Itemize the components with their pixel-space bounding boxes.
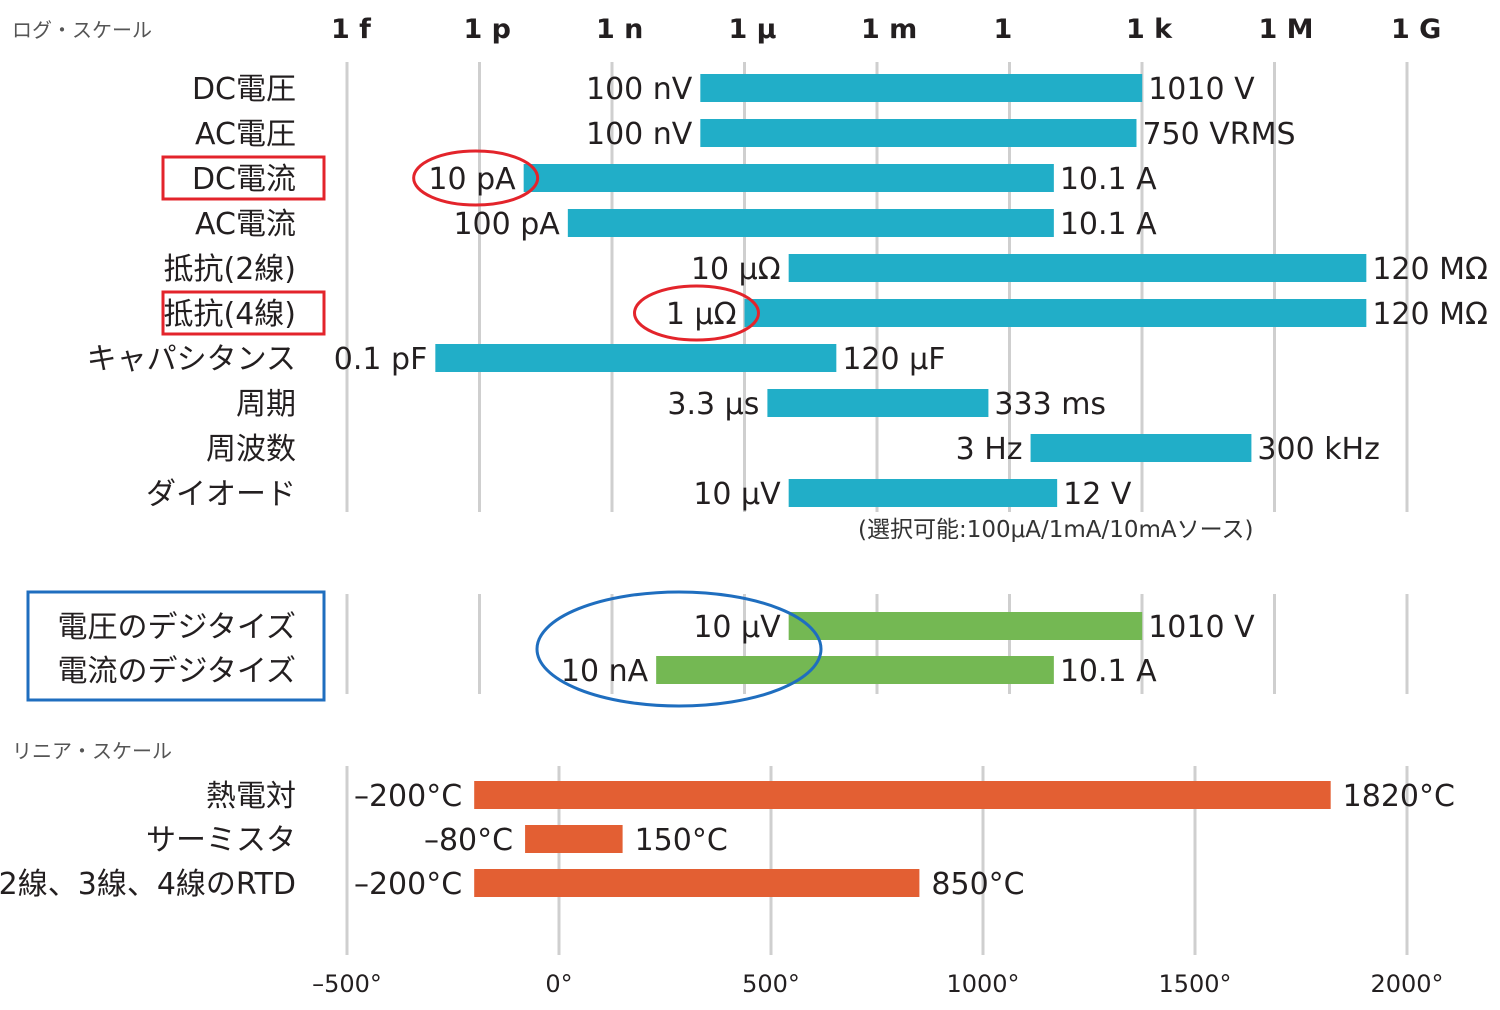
range-bar-0-2 (523, 164, 1054, 192)
range-bar-0-9 (788, 479, 1058, 507)
range-min-label-0-9: 10 μV (693, 477, 781, 512)
digitize-row-label-0: 電圧のデジタイズ (58, 610, 297, 645)
range-max-label-0-8: 300 kHz (1257, 432, 1379, 467)
range-bar-0-7 (767, 389, 989, 417)
min-value-highlight-circle-2 (412, 149, 540, 207)
temp-range-bar-0 (474, 781, 1331, 809)
label-highlight-box-2 (161, 155, 326, 201)
range-min-label-0-0: 100 nV (586, 72, 693, 107)
linear-tick-label-1: 0° (545, 970, 572, 998)
temp-range-bar-2 (474, 869, 920, 897)
linear-tick-label-4: 1500° (1158, 970, 1231, 998)
range-max-label-0-3: 10.1 A (1060, 207, 1157, 242)
label-highlight-box-5 (161, 290, 326, 336)
linear-tick-label-0: –500° (312, 970, 382, 998)
temp-min-label-1: –80°C (424, 823, 513, 858)
range-min-label-0-6: 0.1 pF (334, 342, 428, 377)
range-bar-1-0 (788, 612, 1143, 640)
linear-tick-label-3: 1000° (946, 970, 1019, 998)
digitize-min-highlight-circle (535, 590, 823, 708)
log-tick-label-2: 1 n (596, 14, 643, 45)
row-label-5: 抵抗(4線) (164, 297, 297, 332)
temp-row-label-0: 熱電対 (206, 779, 296, 814)
linear-scale-label: リニア・スケール (12, 739, 172, 763)
range-min-label-0-8: 3 Hz (956, 432, 1023, 467)
row-label-4: 抵抗(2線) (164, 252, 297, 287)
range-max-label-1-1: 10.1 A (1060, 654, 1157, 689)
range-max-label-0-1: 750 VRMS (1142, 117, 1295, 152)
labels: ログ・スケール (選択可能:100μA/1mA/10mAソース) リニア・スケー… (0, 14, 1488, 998)
row-label-0: DC電圧 (192, 72, 296, 107)
range-min-label-0-2: 10 pA (428, 162, 516, 197)
log-tick-label-8: 1 G (1391, 14, 1441, 45)
diode-note: (選択可能:100μA/1mA/10mAソース) (858, 517, 1254, 543)
range-min-label-0-4: 10 μΩ (691, 252, 781, 287)
linear-tick-label-2: 500° (742, 970, 800, 998)
range-max-label-1-0: 1010 V (1148, 610, 1255, 645)
range-max-label-0-5: 120 MΩ (1372, 297, 1488, 332)
log-tick-label-3: 1 μ (729, 14, 777, 45)
temp-min-label-0: –200°C (354, 779, 462, 814)
range-min-label-0-3: 100 pA (453, 207, 560, 242)
row-label-6: キャパシタンス (87, 342, 296, 377)
row-label-8: 周波数 (206, 432, 296, 467)
log-scale-label: ログ・スケール (12, 18, 152, 42)
range-bar-0-6 (435, 344, 837, 372)
range-max-label-0-0: 1010 V (1148, 72, 1255, 107)
digitize-row-label-1: 電流のデジタイズ (58, 654, 297, 689)
temp-min-label-2: –200°C (354, 867, 462, 902)
range-min-label-0-5: 1 μΩ (666, 297, 737, 332)
range-min-label-1-1: 10 nA (561, 654, 649, 689)
temp-max-label-0: 1820°C (1343, 779, 1455, 814)
temp-max-label-1: 150°C (635, 823, 728, 858)
highlight-marks (26, 149, 823, 708)
linear-tick-label-5: 2000° (1370, 970, 1443, 998)
range-max-label-0-2: 10.1 A (1060, 162, 1157, 197)
log-tick-label-6: 1 k (1126, 14, 1173, 45)
range-min-label-1-0: 10 μV (693, 610, 781, 645)
min-value-highlight-circle-5 (633, 284, 760, 342)
range-min-label-0-1: 100 nV (586, 117, 693, 152)
range-bar-0-1 (700, 119, 1137, 147)
range-max-label-0-9: 12 V (1063, 477, 1132, 512)
row-label-2: DC電流 (192, 162, 296, 197)
row-label-1: AC電圧 (195, 117, 296, 152)
temp-row-label-2: 2線、3線、4線のRTD (0, 867, 296, 902)
log-tick-label-0: 1 f (331, 14, 371, 45)
bars (435, 74, 1367, 897)
range-bar-0-3 (567, 209, 1054, 237)
range-bar-0-4 (788, 254, 1367, 282)
row-label-3: AC電流 (195, 207, 296, 242)
log-tick-label-1: 1 p (464, 14, 512, 45)
log-tick-label-7: 1 M (1259, 14, 1314, 45)
range-max-label-0-4: 120 MΩ (1372, 252, 1488, 287)
range-bar-0-5 (744, 299, 1367, 327)
temp-range-bar-1 (525, 825, 623, 853)
row-label-9: ダイオード (146, 477, 296, 512)
row-label-7: 周期 (236, 387, 296, 422)
range-bar-0-0 (700, 74, 1143, 102)
range-bar-1-1 (656, 656, 1054, 684)
range-max-label-0-7: 333 ms (994, 387, 1106, 422)
range-min-label-0-7: 3.3 μs (667, 387, 759, 422)
digitize-labels-box (26, 590, 326, 702)
temp-row-label-1: サーミスタ (146, 823, 296, 858)
log-tick-label-4: 1 m (861, 14, 917, 45)
temp-max-label-2: 850°C (931, 867, 1024, 902)
log-tick-label-5: 1 (994, 14, 1013, 45)
range-max-label-0-6: 120 μF (842, 342, 945, 377)
range-bar-0-8 (1030, 434, 1252, 462)
